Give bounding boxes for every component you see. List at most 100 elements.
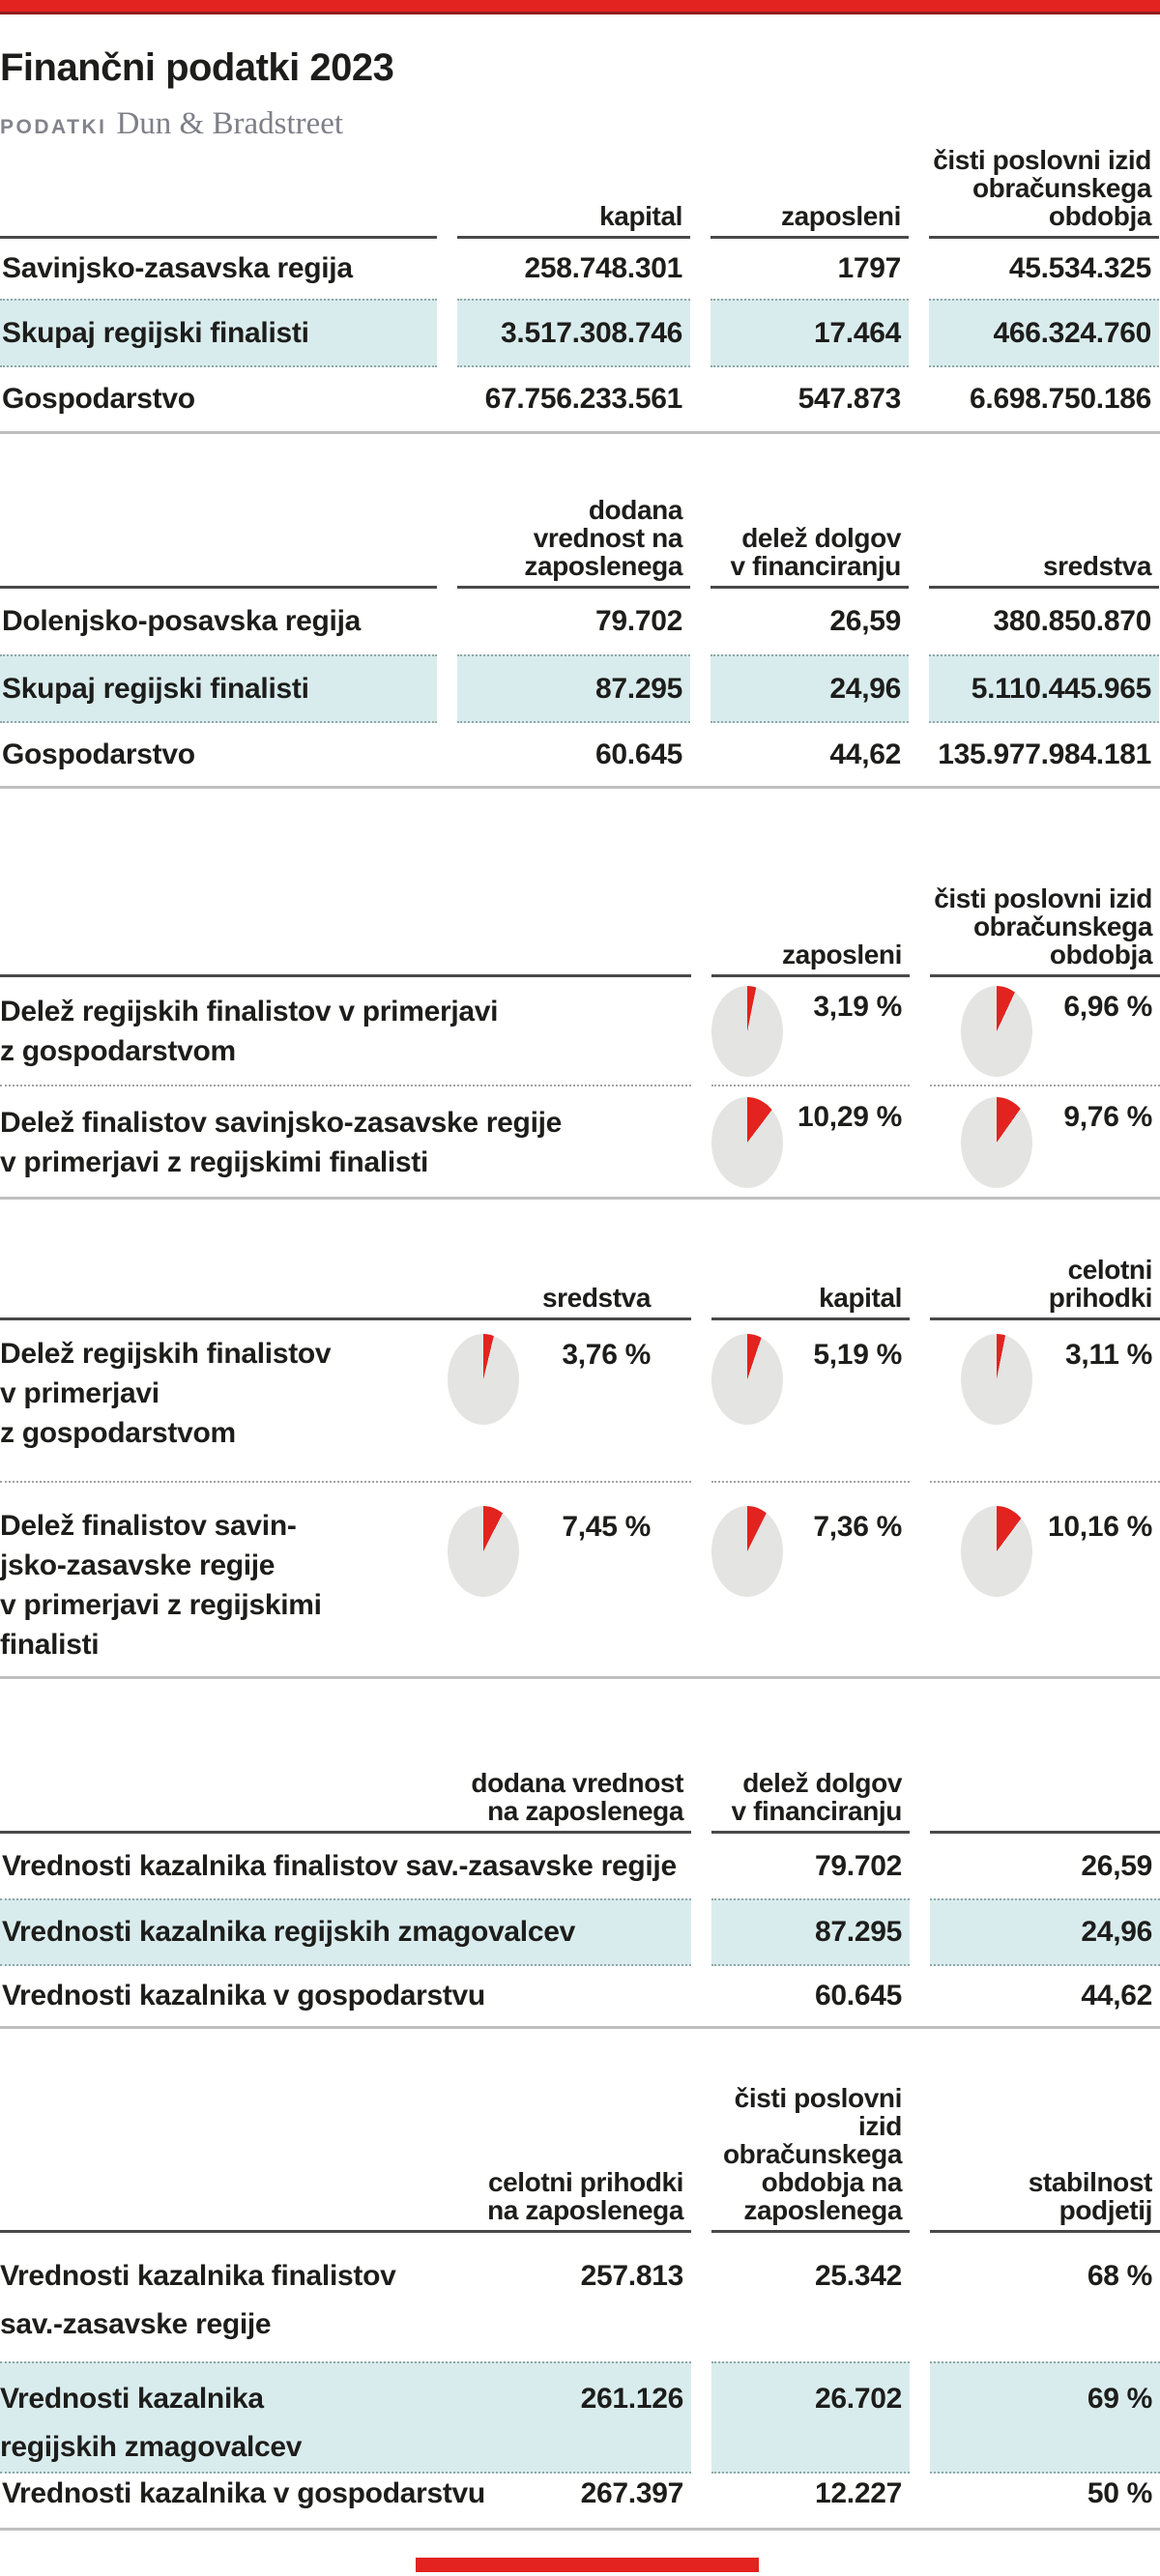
column-header-celotni-prihodki: celotni prihodki [930, 1256, 1160, 1320]
pie-cell: 7,36 % [711, 1481, 910, 1597]
percentage-value: 3,19 % [813, 991, 902, 1023]
value-cell: 24,96 [829, 672, 901, 705]
column-header-empty [0, 969, 691, 977]
table-4-pies: sredstva kapital celotni prihodki Delež r… [0, 1256, 1160, 1679]
top-red-bar [0, 0, 1160, 14]
value-cell: 79.702 [595, 605, 682, 637]
percentage-value: 6,96 % [1063, 991, 1152, 1023]
table-6-header: celotni prihodki na zaposlenega čisti pos… [0, 2084, 1160, 2233]
value-cell: 547.873 [798, 383, 902, 415]
pie-cell: 10,29 % [711, 1085, 910, 1198]
value-cell: 44,62 [829, 738, 901, 770]
column-header-empty [930, 1825, 1160, 1834]
value-cell: 24,96 [1081, 1916, 1152, 1948]
merged-cell: Delež regijskih finalistov v primerjavi … [0, 1334, 691, 1453]
table-row-highlight: Skupaj regijski finalisti 87.295 24,96 5… [0, 654, 1160, 723]
merged-cell: Delež finalistov savin- jsko-zasavske re… [0, 1481, 691, 1664]
section-divider [0, 786, 1160, 789]
table-1: kapital zaposleni čisti poslovni izid obr… [0, 146, 1160, 434]
pie-row: Delež finalistov savinjsko-zasavske regi… [0, 1085, 1160, 1197]
percentage-value: 7,36 % [813, 1511, 902, 1543]
column-header-cisti-izid: čisti poslovni izid obračunskega obdobja [930, 884, 1160, 977]
value-cell: 67.756.233.561 [484, 383, 683, 415]
value-cell: 69 % [1087, 2383, 1152, 2415]
value-cell: 26,59 [829, 605, 901, 637]
source-label: PODATKI [0, 116, 107, 138]
row-label: Vrednosti kazalnika v gospodarstvu [2, 1980, 485, 2012]
pie-cell: 5,19 % [711, 1334, 910, 1425]
pie-cell: 3,76 % [448, 1334, 691, 1453]
source-value: Dun & Bradstreet [116, 106, 344, 141]
table-row: Savinjsko-zasavska regija 258.748.301 17… [0, 239, 1160, 299]
value-cell: 79.702 [815, 1849, 902, 1882]
percentage-value: 5,19 % [813, 1339, 902, 1371]
column-header-sredstva: sredstva [0, 1284, 691, 1320]
value-cell: 6.698.750.186 [970, 383, 1151, 415]
pie-cell: 10,16 % [930, 1481, 1160, 1597]
table-row-highlight: Skupaj regijski finalisti 3.517.308.746 … [0, 299, 1160, 367]
row-label: Savinjsko-zasavska regija [2, 252, 353, 284]
value-cell: 50 % [1087, 2477, 1152, 2509]
value-cell: 135.977.984.181 [938, 738, 1151, 770]
row-label: Gospodarstvo [2, 738, 195, 770]
column-header-dodana-vrednost: dodana vrednost na zaposlenega [457, 496, 690, 589]
table-4-header: sredstva kapital celotni prihodki [0, 1256, 1160, 1320]
percentage-value: 3,11 % [1065, 1339, 1152, 1371]
pie-row: Delež regijskih finalistov v primerjavi … [0, 977, 1160, 1085]
value-cell: 60.645 [595, 738, 682, 770]
table-3-pies: zaposleni čisti poslovni izid obračunskeg… [0, 884, 1160, 1200]
column-header-zaposleni: zaposleni [710, 202, 909, 239]
row-label: Delež regijskih finalistov v primerjavi … [0, 996, 499, 1067]
pie-chart [448, 1506, 519, 1597]
data-source: PODATKI Dun & Bradstreet [0, 107, 1160, 146]
column-header-sredstva: sredstva [929, 552, 1159, 589]
value-cell: 12.227 [815, 2477, 902, 2509]
pie-cell: 6,96 % [930, 986, 1160, 1077]
table-row-highlight: Vrednosti kazalnika regijskih zmagovalce… [0, 1898, 1160, 1966]
table-row-highlight: Vrednosti kazalnika regijskih zmagovalce… [0, 2361, 1160, 2474]
column-header-zaposleni: zaposleni [711, 941, 910, 977]
row-label: Gospodarstvo [2, 383, 195, 415]
column-header-empty [0, 580, 437, 589]
percentage-value: 7,45 % [562, 1511, 651, 1543]
value-cell: 380.850.870 [993, 605, 1151, 637]
table-row: Vrednosti kazalnika finalistov sav.-zasa… [0, 1834, 1160, 1898]
value-cell: 258.748.301 [524, 252, 682, 284]
value-cell: 68 % [1087, 2260, 1152, 2292]
row-label: Delež regijskih finalistov v primerjavi … [0, 1338, 332, 1449]
section-divider [0, 1676, 1160, 1679]
page-title: Finančni podatki 2023 [0, 46, 394, 89]
column-header-empty [0, 230, 437, 239]
value-cell: 26.702 [815, 2383, 902, 2415]
bottom-red-bar [416, 2558, 759, 2572]
row-label: Vrednosti kazalnika finalistov sav.-zasa… [0, 2260, 396, 2340]
value-cell: 25.342 [815, 2260, 902, 2292]
pie-chart [711, 1334, 783, 1425]
pie-row: Delež regijskih finalistov v primerjavi … [0, 1320, 1160, 1481]
table-6: celotni prihodki na zaposlenega čisti pos… [0, 2084, 1160, 2531]
row-label: Vrednosti kazalnika regijskih zmagovalce… [2, 1916, 575, 1948]
section-divider [0, 1197, 1160, 1200]
pie-chart [961, 1506, 1032, 1597]
column-header-kapital: kapital [457, 202, 690, 239]
column-header-delez-dolgov: delež dolgov v financiranju [710, 524, 909, 589]
row-label: Dolenjsko-posavska regija [2, 605, 361, 637]
pie-chart [448, 1334, 519, 1425]
value-cell: 5.110.445.965 [971, 672, 1152, 705]
value-cell: 26,59 [1081, 1849, 1152, 1882]
merged-cell: Vrednosti kazalnika finalistov sav.-zasa… [0, 2252, 691, 2349]
table-2: dodana vrednost na zaposlenega delež dolgo… [0, 496, 1160, 789]
column-header-stabilnost: stabilnost podjetij [930, 2168, 1160, 2233]
value-cell: 60.645 [815, 1980, 902, 2012]
value-cell: 267.397 [580, 2477, 684, 2509]
value-cell: 3.517.308.746 [501, 316, 682, 349]
pie-cell: 3,11 % [930, 1334, 1160, 1425]
pie-chart [711, 1506, 783, 1597]
value-cell: 466.324.760 [993, 316, 1151, 349]
pie-cell: 3,19 % [711, 986, 910, 1077]
pie-cell: 7,45 % [448, 1506, 691, 1664]
pie-chart [961, 1334, 1032, 1425]
value-cell: 87.295 [595, 672, 682, 705]
value-cell: 87.295 [815, 1916, 902, 1948]
merged-cell: Vrednosti kazalnika v gospodarstvu 267.3… [0, 2477, 691, 2510]
